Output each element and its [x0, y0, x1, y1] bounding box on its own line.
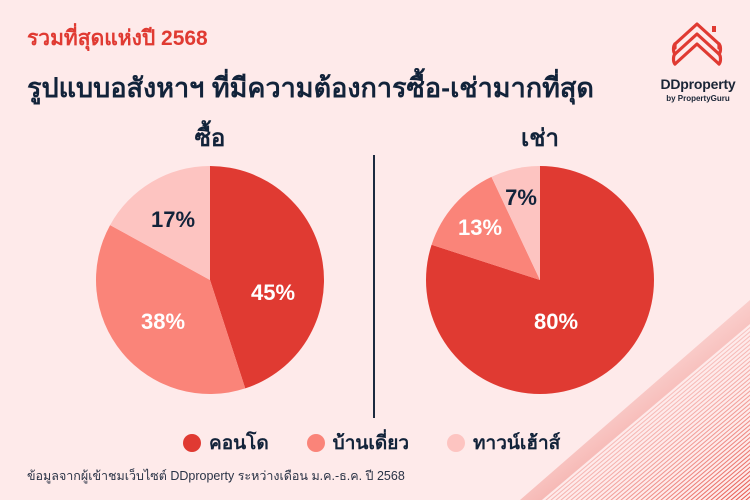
townhouse-color-dot-icon [447, 434, 466, 452]
house-color-dot-icon [306, 434, 325, 452]
data-source-note: ข้อมูลจากผู้เข้าชมเว็บไซต์ DDproperty ระ… [27, 469, 405, 483]
pie-slice [95, 225, 246, 394]
pie-slice [110, 166, 210, 280]
pie-slice [491, 166, 540, 280]
rent-house-percent: 13% [457, 215, 503, 240]
page-title: รูปแบบอสังหาฯ ที่มีความต้องการซื้อ-เช่าม… [27, 73, 594, 103]
rent-section-title: เช่า [521, 125, 559, 152]
logo-tagline: by PropertyGuru [666, 94, 730, 103]
buy-house-percent: 38% [140, 309, 186, 334]
buy-section-title: ซื้อ [194, 125, 226, 152]
legend-item-house: บ้านเดี่ยว [306, 428, 410, 458]
buy-pie-chart: 45% 38% 17% [95, 165, 325, 395]
condo-color-dot-icon [183, 434, 201, 452]
rent-condo-percent: 80% [533, 309, 579, 334]
logo-name: DDproperty [660, 76, 736, 92]
legend-item-condo: คอนโด [183, 428, 269, 458]
chart-legend: คอนโด บ้านเดี่ยว ทาวน์เฮ้าส์ [183, 428, 598, 458]
buy-townhouse-percent: 17% [150, 207, 196, 232]
pie-slice [431, 176, 540, 280]
rent-townhouse-percent: 7% [505, 185, 537, 210]
buy-condo-percent: 45% [250, 280, 296, 305]
ddproperty-house-chevrons-icon [671, 22, 723, 66]
header-subtitle: รวมที่สุดแห่งปี 2568 [27, 27, 208, 50]
legend-label: ทาวน์เฮ้าส์ [473, 433, 561, 454]
legend-label: บ้านเดี่ยว [332, 433, 410, 454]
section-divider [373, 155, 375, 418]
legend-label: คอนโด [209, 433, 269, 454]
legend-item-townhouse: ทาวน์เฮ้าส์ [447, 428, 560, 458]
pie-slice [210, 166, 325, 389]
ddproperty-logo: DDproperty by PropertyGuru [657, 14, 737, 104]
rent-pie-chart: 80% 13% 7% [425, 165, 655, 395]
